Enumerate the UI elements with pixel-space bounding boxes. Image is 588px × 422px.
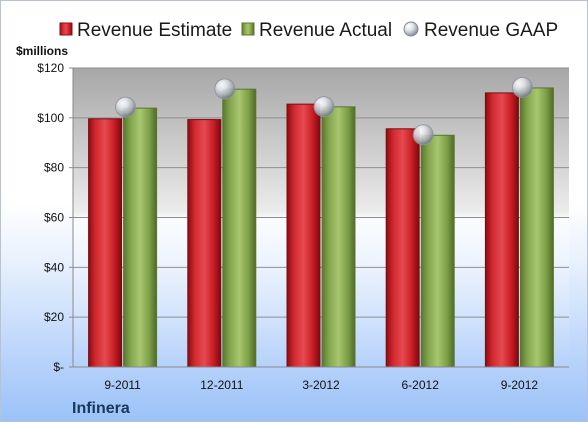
legend-marker-gaap: [403, 21, 419, 37]
y-tick-label: $80: [44, 161, 64, 175]
x-axis-ticks: 9-2011 12-2011 3-2012 6-2012 9-2012: [104, 378, 538, 392]
marker-revenue-gaap: [214, 78, 236, 100]
bar-revenue-estimate: [484, 92, 519, 368]
bar-revenue-actual: [321, 106, 356, 368]
bars: [88, 87, 554, 368]
bar-revenue-estimate: [286, 103, 321, 368]
y-axis-ticks: $- $20 $40 $60 $80 $100 $120: [37, 61, 73, 374]
bar-revenue-estimate: [385, 128, 420, 368]
x-tick-label: 6-2012: [402, 378, 440, 392]
bar-revenue-actual: [519, 87, 554, 368]
gaap-markers: [115, 76, 533, 146]
bar-revenue-estimate: [88, 118, 123, 368]
legend: Revenue Estimate Revenue Actual Revenue …: [59, 20, 558, 41]
bar-revenue-estimate: [187, 119, 222, 368]
bar-revenue-actual: [420, 134, 455, 368]
marker-revenue-gaap: [511, 76, 533, 98]
legend-swatch-actual: [241, 22, 255, 36]
legend-label-actual: Revenue Actual: [259, 20, 392, 41]
y-tick-label: $-: [53, 360, 64, 374]
y-tick-label: $120: [37, 61, 64, 75]
x-tick-label: 12-2011: [200, 378, 243, 392]
legend-label-gaap: Revenue GAAP: [424, 20, 558, 41]
marker-revenue-gaap: [115, 96, 137, 118]
company-label: Infinera: [72, 400, 130, 417]
legend-label-estimate: Revenue Estimate: [77, 20, 232, 41]
marker-revenue-gaap: [313, 96, 335, 118]
bar-revenue-actual: [222, 88, 257, 368]
y-tick-label: $100: [37, 111, 64, 125]
y-tick-label: $20: [44, 310, 64, 324]
legend-swatch-estimate: [59, 22, 73, 36]
y-tick-label: $60: [44, 211, 64, 225]
y-axis-unit-label: $millions: [16, 44, 68, 58]
x-tick-label: 3-2012: [302, 378, 340, 392]
x-tick-label: 9-2011: [104, 378, 141, 392]
x-tick-label: 9-2012: [501, 378, 539, 392]
bar-revenue-actual: [123, 107, 158, 368]
y-tick-label: $40: [44, 260, 64, 274]
marker-revenue-gaap: [412, 124, 434, 146]
